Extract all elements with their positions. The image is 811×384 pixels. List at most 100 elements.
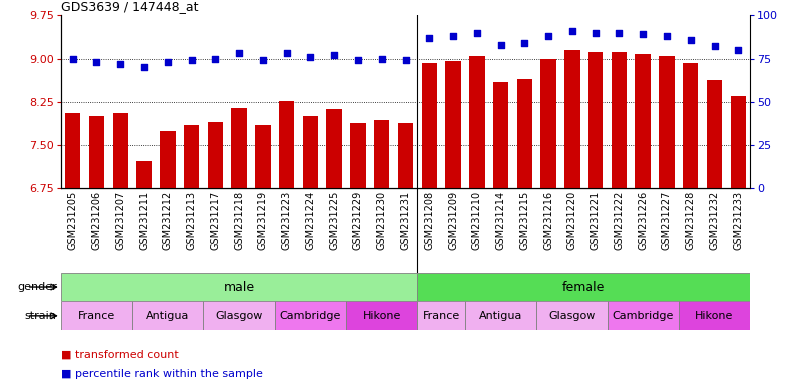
Bar (160, 131, 175, 188)
Bar (88, 116, 104, 188)
Point (660, 33, 673, 39)
Text: male: male (224, 281, 255, 293)
Bar (564, 50, 580, 188)
Text: GSM231215: GSM231215 (519, 191, 530, 250)
Bar (61, 273, 418, 301)
Point (518, 40, 531, 46)
Point (161, 59, 174, 65)
Point (67, 55, 79, 61)
Text: GSM231224: GSM231224 (306, 191, 315, 250)
Bar (346, 301, 418, 330)
Point (589, 30, 602, 36)
Text: Glasgow: Glasgow (216, 311, 263, 321)
Text: GSM231229: GSM231229 (353, 191, 363, 250)
Text: GSM231213: GSM231213 (187, 191, 196, 250)
Bar (636, 54, 651, 188)
Text: GSM231212: GSM231212 (163, 191, 173, 250)
Bar (279, 101, 294, 188)
Text: strain: strain (25, 311, 57, 321)
Point (233, 50, 246, 56)
Point (304, 54, 317, 60)
Point (637, 31, 650, 37)
Point (209, 55, 222, 61)
Bar (208, 122, 223, 188)
Point (138, 64, 151, 70)
Point (494, 42, 507, 48)
Text: GSM231231: GSM231231 (401, 191, 410, 250)
Text: GSM231232: GSM231232 (710, 191, 719, 250)
Bar (231, 108, 247, 188)
Point (256, 57, 269, 63)
Bar (61, 301, 132, 330)
Point (684, 36, 697, 43)
Text: female: female (562, 281, 606, 293)
Point (185, 57, 198, 63)
Text: GSM231205: GSM231205 (67, 191, 78, 250)
Bar (397, 123, 414, 188)
Text: ■ transformed count: ■ transformed count (61, 349, 178, 359)
Bar (540, 58, 556, 188)
Text: GSM231233: GSM231233 (733, 191, 744, 250)
Bar (588, 52, 603, 188)
Bar (303, 116, 318, 188)
Text: GSM231207: GSM231207 (115, 191, 125, 250)
Text: GSM231211: GSM231211 (139, 191, 149, 250)
Text: Antigua: Antigua (478, 311, 522, 321)
Point (447, 33, 460, 39)
Point (90, 59, 103, 65)
Bar (255, 125, 271, 188)
Text: Antigua: Antigua (146, 311, 190, 321)
Text: GSM231221: GSM231221 (590, 191, 601, 250)
Bar (204, 301, 275, 330)
Bar (683, 63, 698, 188)
Text: GSM231230: GSM231230 (377, 191, 387, 250)
Text: gender: gender (17, 282, 57, 292)
Text: Glasgow: Glasgow (548, 311, 595, 321)
Text: GSM231220: GSM231220 (567, 191, 577, 250)
Text: GSM231209: GSM231209 (448, 191, 458, 250)
Bar (465, 301, 536, 330)
Text: GSM231210: GSM231210 (472, 191, 482, 250)
Bar (536, 301, 607, 330)
Point (470, 30, 483, 36)
Text: Cambridge: Cambridge (280, 311, 341, 321)
Point (565, 28, 578, 34)
Point (399, 57, 412, 63)
Text: GSM231223: GSM231223 (281, 191, 292, 250)
Text: France: France (78, 311, 115, 321)
Text: GDS3639 / 147448_at: GDS3639 / 147448_at (61, 0, 199, 13)
Point (375, 55, 388, 61)
Bar (445, 61, 461, 188)
Bar (611, 52, 627, 188)
Bar (65, 113, 80, 188)
Text: GSM231219: GSM231219 (258, 191, 268, 250)
Point (542, 33, 555, 39)
Bar (679, 301, 750, 330)
Text: GSM231206: GSM231206 (92, 191, 101, 250)
Point (328, 52, 341, 58)
Bar (136, 161, 152, 188)
Bar (418, 273, 750, 301)
Text: GSM231227: GSM231227 (662, 191, 672, 250)
Bar (418, 301, 465, 330)
Bar (374, 120, 389, 188)
Text: GSM231222: GSM231222 (615, 191, 624, 250)
Bar (517, 79, 532, 188)
Text: GSM231218: GSM231218 (234, 191, 244, 250)
Bar (731, 96, 746, 188)
Bar (493, 82, 508, 188)
Text: GSM231228: GSM231228 (686, 191, 696, 250)
Point (280, 50, 293, 56)
Point (613, 30, 626, 36)
Bar (327, 109, 342, 188)
Bar (607, 301, 679, 330)
Text: France: France (423, 311, 460, 321)
Bar (707, 81, 723, 188)
Text: Hikone: Hikone (363, 311, 401, 321)
Bar (350, 123, 366, 188)
Bar (275, 301, 346, 330)
Text: GSM231214: GSM231214 (496, 191, 505, 250)
Bar (184, 125, 200, 188)
Text: Hikone: Hikone (695, 311, 734, 321)
Text: GSM231225: GSM231225 (329, 191, 339, 250)
